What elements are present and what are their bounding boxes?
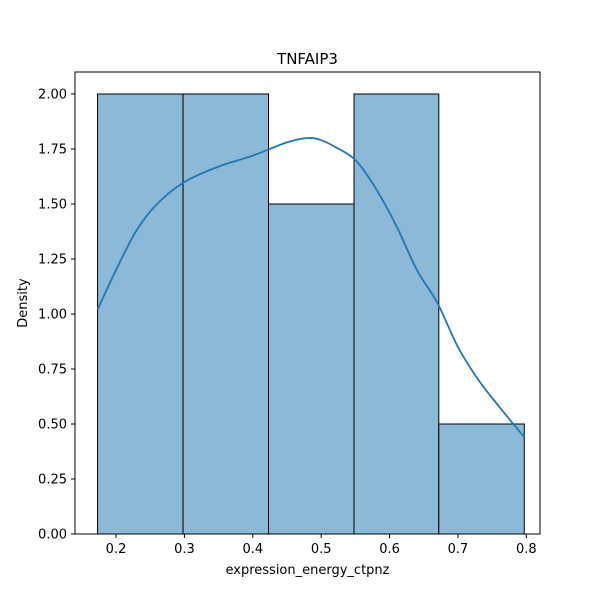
axes-frame xyxy=(74,71,541,535)
x-tick-label: 0.3 xyxy=(174,542,195,557)
y-tick-label: 1.25 xyxy=(38,253,67,268)
y-axis-label: Density xyxy=(16,278,31,328)
x-tick-label: 0.6 xyxy=(379,542,400,557)
y-tick-label: 1.50 xyxy=(38,198,67,213)
axes-group xyxy=(74,71,541,535)
y-tick-label: 0.75 xyxy=(38,363,67,378)
histogram-bar-4 xyxy=(353,93,440,535)
histogram-bar-5 xyxy=(438,423,525,535)
chart-title: TNFAIP3 xyxy=(276,50,338,68)
y-tick-label: 0.00 xyxy=(38,528,67,543)
histogram-bar-3 xyxy=(268,203,355,535)
y-tick-label: 2.00 xyxy=(38,88,67,103)
x-tick-label: 0.8 xyxy=(516,542,537,557)
y-ticks: 0.00 0.25 0.50 0.75 1.00 1.25 1.50 1.75 2.00 xyxy=(38,88,75,543)
y-tick-label: 1.00 xyxy=(38,308,67,323)
histogram-bar-1 xyxy=(97,93,184,535)
x-axis-label: expression_energy_ctpnz xyxy=(226,563,390,578)
kde-line xyxy=(96,137,525,438)
histogram-bar-2 xyxy=(182,93,270,535)
y-tick-label: 1.75 xyxy=(38,143,67,158)
x-tick-label: 0.7 xyxy=(448,542,469,557)
bars-group xyxy=(97,93,525,535)
x-tick-label: 0.4 xyxy=(242,542,263,557)
y-tick-label: 0.50 xyxy=(38,418,67,433)
x-tick-label: 0.5 xyxy=(311,542,332,557)
x-tick-label: 0.2 xyxy=(106,542,127,557)
x-ticks: 0.2 0.3 0.4 0.5 0.6 0.7 0.8 xyxy=(106,534,537,557)
y-tick-label: 0.25 xyxy=(38,473,67,488)
